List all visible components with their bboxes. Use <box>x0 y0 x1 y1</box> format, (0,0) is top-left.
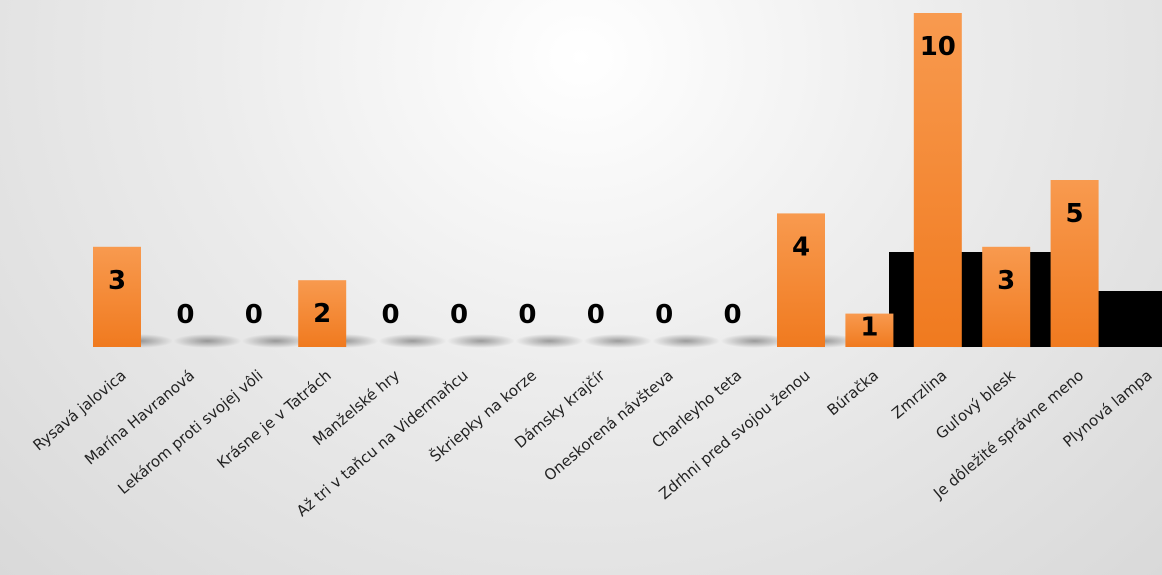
bar-14 <box>1050 180 1099 347</box>
bar-shadow <box>652 334 721 348</box>
category-label: Krásne je v Tatrách <box>214 366 335 472</box>
category-label: Búračka <box>824 366 882 419</box>
value-label: 0 <box>724 300 742 330</box>
category-label: Zmrzlina <box>888 366 950 422</box>
bar-shadow <box>173 334 242 348</box>
bar-11 <box>845 313 894 347</box>
value-label: 0 <box>655 300 673 330</box>
bar-10 <box>777 213 825 347</box>
category-label: Oneskorená návšteva <box>540 366 676 484</box>
bar-0 <box>93 246 141 347</box>
bar-shadow <box>1131 334 1162 348</box>
bar-3 <box>298 280 347 347</box>
bar-shadow <box>378 334 447 348</box>
value-label: 0 <box>382 300 400 330</box>
bar-12 <box>913 13 962 347</box>
value-label: 1 <box>860 313 878 343</box>
value-label: 0 <box>176 300 194 330</box>
bar-shadow <box>447 334 515 348</box>
bar-shadow <box>720 334 789 348</box>
bar-shadow <box>583 334 652 348</box>
bar-shadow <box>515 334 584 348</box>
value-label: 2 <box>313 299 331 329</box>
bar-13 <box>982 246 1031 347</box>
bar-shadow <box>241 334 310 348</box>
value-label: 5 <box>1066 199 1084 229</box>
value-label: 3 <box>997 266 1015 296</box>
bars <box>93 13 1099 347</box>
value-label: 3 <box>108 266 126 296</box>
value-label: 0 <box>245 300 263 330</box>
value-labels: 3 0 0 2 0 0 0 0 0 0 4 1 10 3 5 <box>108 32 1084 343</box>
value-label: 0 <box>450 300 468 330</box>
value-label: 10 <box>920 32 956 62</box>
value-label: 0 <box>518 300 536 330</box>
value-label: 0 <box>587 300 605 330</box>
value-label: 4 <box>792 232 810 262</box>
